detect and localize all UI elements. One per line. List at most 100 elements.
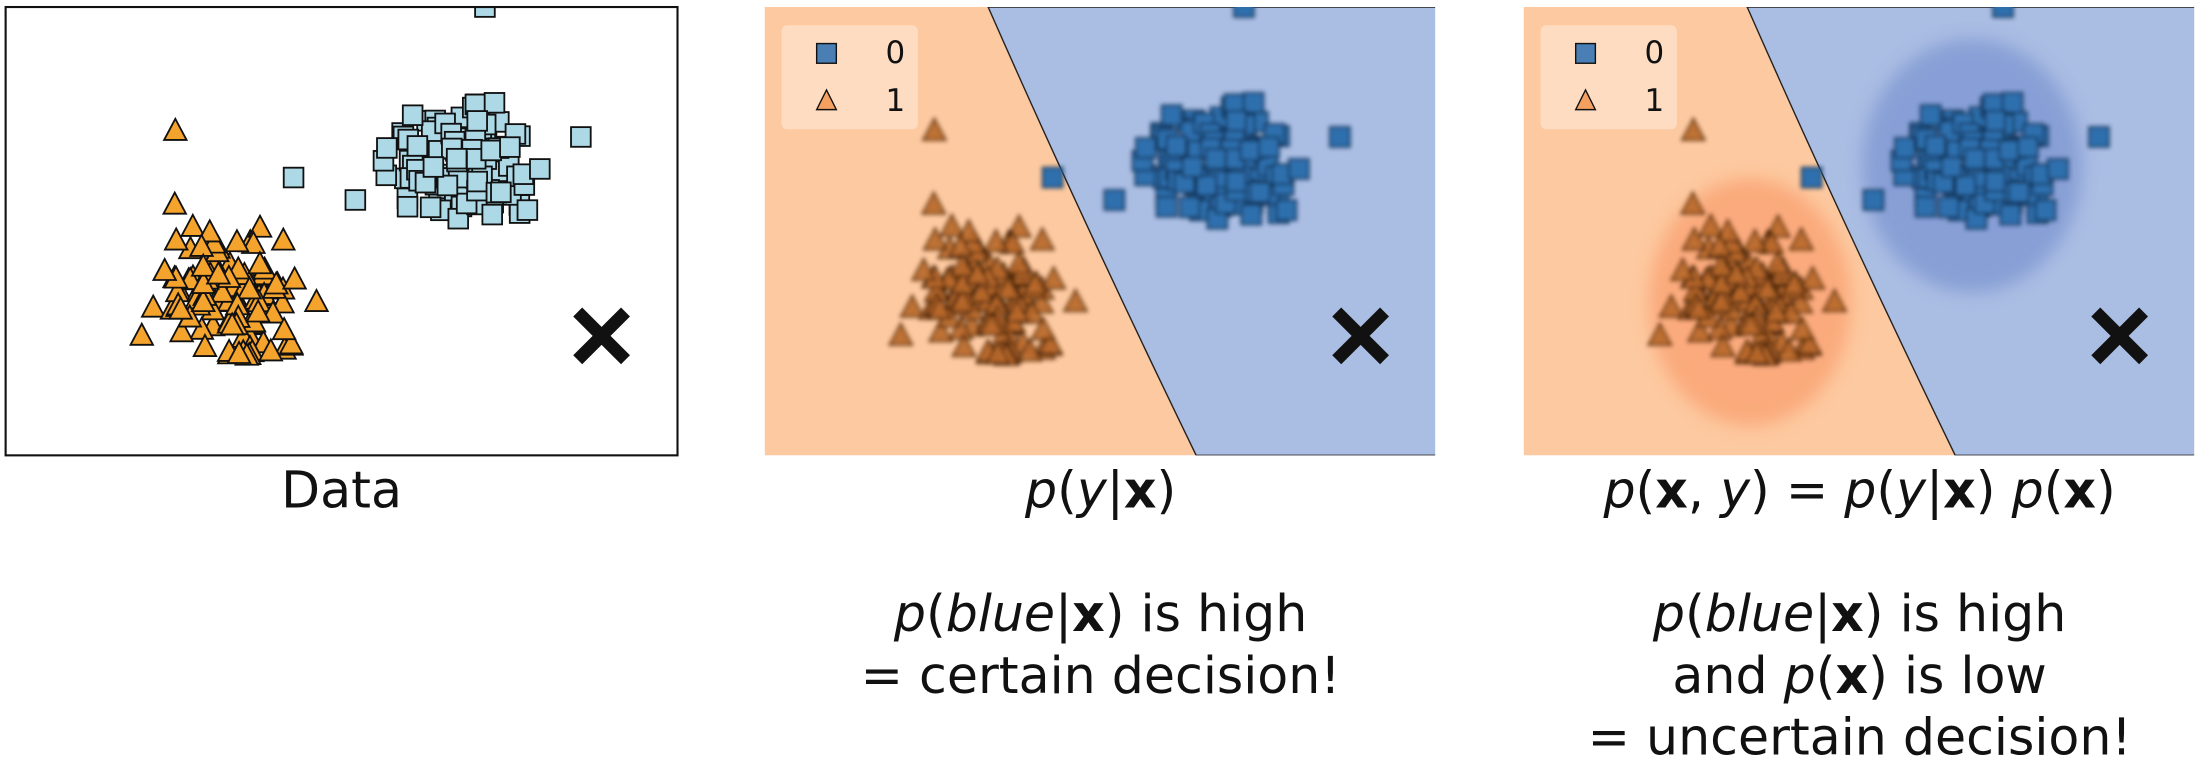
- triangle-point: [247, 250, 273, 275]
- square-point: [481, 203, 503, 226]
- triangle-point: [129, 321, 155, 346]
- square-point: [422, 156, 445, 178]
- triangle-point: [1715, 218, 1741, 243]
- square-point: [1249, 181, 1271, 204]
- triangle-point: [1022, 270, 1049, 295]
- triangle-point: [140, 293, 166, 318]
- text-segment: x: [1836, 646, 1869, 705]
- text-segment: ,: [1688, 460, 1720, 519]
- triangle-point: [205, 260, 232, 285]
- triangle-point: [1040, 265, 1067, 290]
- triangle-point: [1723, 260, 1750, 285]
- legend-label: 1: [886, 83, 906, 119]
- triangle-point: [192, 333, 218, 357]
- note-line: p(blue|x) is high: [1652, 584, 2066, 643]
- triangle-point: [1708, 252, 1735, 277]
- text-segment: |: [1107, 460, 1124, 519]
- triangle-point: [245, 298, 271, 323]
- square-point: [466, 170, 489, 193]
- triangle-point: [1765, 250, 1791, 275]
- square-point: [1233, 7, 1255, 18]
- triangle-point: [196, 218, 223, 243]
- square-point: [1160, 104, 1183, 126]
- triangle-point: [258, 337, 284, 362]
- triangle-point: [1727, 278, 1754, 303]
- triangle-point: [1062, 288, 1089, 312]
- triangle-point: [1680, 116, 1707, 141]
- legend-square: [1574, 42, 1597, 64]
- square-point: [1181, 156, 1204, 178]
- text-segment: |: [1926, 460, 1943, 519]
- triangle-point: [1006, 213, 1032, 238]
- square-point: [1275, 199, 1298, 221]
- triangle-point: [247, 213, 273, 238]
- query-point: [573, 307, 630, 365]
- triangle-point: [985, 339, 1011, 364]
- square-point: [1800, 166, 1823, 189]
- square-point: [1240, 203, 1263, 226]
- legend-box: [781, 25, 918, 130]
- square-point: [2017, 136, 2039, 158]
- triangle-point: [1037, 330, 1064, 355]
- triangle-point: [190, 288, 217, 313]
- triangle-point: [964, 260, 991, 285]
- triangle-point: [951, 333, 977, 357]
- cross-stroke: [2091, 307, 2149, 365]
- square-point: [1239, 139, 1261, 162]
- triangle-point: [921, 190, 947, 215]
- square-point: [1894, 137, 1916, 159]
- square-point: [1954, 174, 1977, 197]
- triangle-point: [188, 232, 215, 257]
- note-line: p(blue|x) is high: [893, 584, 1307, 643]
- plot-area: [5, 7, 678, 456]
- region-blue: [987, 7, 1436, 456]
- square-point: [1984, 170, 2007, 193]
- triangle-point: [162, 116, 189, 141]
- plot-area: [764, 7, 1436, 456]
- triangle-point: [270, 226, 297, 251]
- triangle-point: [180, 212, 206, 237]
- square-point: [1258, 136, 1280, 158]
- triangle-point: [151, 256, 178, 281]
- triangle-point: [161, 190, 188, 215]
- square-point: [282, 166, 305, 189]
- triangle-point: [948, 315, 974, 340]
- square-point: [1288, 158, 1310, 180]
- triangle-point: [1029, 226, 1056, 251]
- text-segment: ): [1156, 460, 1176, 519]
- text-segment: x: [1943, 460, 1976, 519]
- triangle-point: [281, 265, 308, 290]
- triangle-point: [1647, 321, 1673, 346]
- legend: 01: [1540, 25, 1677, 130]
- triangle-point: [1669, 256, 1696, 281]
- square-point: [376, 137, 398, 159]
- triangle-point: [1706, 232, 1733, 257]
- triangle-point: [1781, 270, 1808, 295]
- triangle-point: [263, 270, 290, 295]
- text-segment: ): [2096, 460, 2116, 519]
- triangle-point: [236, 275, 263, 300]
- square-point: [474, 7, 496, 18]
- text-segment: ): [1976, 460, 2012, 519]
- panel: Data: [4, 5, 679, 519]
- text-segment: x: [1831, 584, 1864, 643]
- triangle-point: [1765, 213, 1791, 238]
- triangle-point: [995, 275, 1022, 300]
- note-line: = certain decision!: [861, 646, 1341, 705]
- text-segment: x: [1072, 584, 1105, 643]
- text-segment: (: [1816, 646, 1836, 705]
- square-point: [1204, 147, 1227, 170]
- square-point: [1195, 174, 1218, 197]
- triangle-point: [1799, 265, 1826, 290]
- triangle-point: [163, 226, 189, 251]
- square-point: [344, 189, 367, 211]
- triangle-point: [1744, 339, 1770, 364]
- background: [5, 7, 678, 456]
- text-segment: x: [1124, 460, 1157, 519]
- square-point: [570, 126, 592, 148]
- text-segment: p: [2011, 460, 2044, 519]
- square-point: [436, 174, 459, 197]
- text-segment: |: [1055, 584, 1072, 643]
- triangle-point: [1707, 315, 1733, 340]
